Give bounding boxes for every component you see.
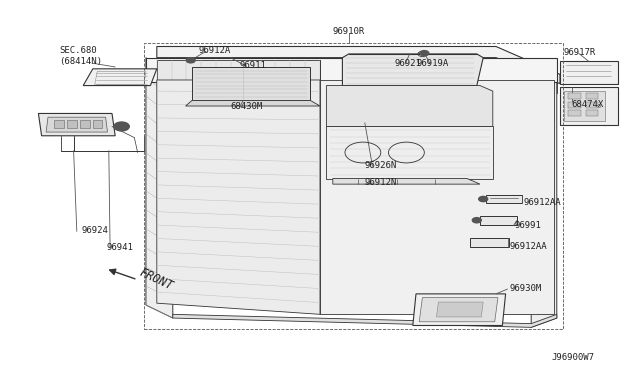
Text: 96930M: 96930M [509,284,541,293]
Text: o: o [596,103,600,109]
Polygon shape [436,302,483,317]
Bar [586,102,598,108]
Polygon shape [342,54,483,86]
Polygon shape [326,86,493,126]
Polygon shape [173,82,557,93]
Text: 96912N: 96912N [365,178,397,187]
Circle shape [479,196,488,202]
Bar [80,120,90,128]
Bar [568,93,581,99]
Text: 96924: 96924 [81,226,108,235]
Polygon shape [419,298,498,322]
Polygon shape [46,117,108,132]
Polygon shape [564,91,605,121]
Text: 96991: 96991 [515,221,541,230]
Polygon shape [333,179,480,184]
Text: 96926N: 96926N [365,161,397,170]
Text: 68474X: 68474X [572,100,604,109]
Polygon shape [173,314,557,327]
Text: (68414N): (68414N) [60,57,102,66]
Bar [54,120,64,128]
Polygon shape [157,60,320,80]
Text: 96910R: 96910R [333,27,365,36]
Polygon shape [146,58,173,318]
Polygon shape [480,216,517,225]
Circle shape [472,218,481,223]
Polygon shape [186,100,320,106]
Circle shape [420,51,429,56]
Polygon shape [560,61,618,84]
Bar [568,110,581,116]
Polygon shape [326,126,493,179]
Text: 96911: 96911 [239,61,266,70]
Text: 96921: 96921 [395,59,422,68]
Text: 96941: 96941 [107,243,134,252]
Polygon shape [38,113,115,136]
Polygon shape [146,58,557,82]
Polygon shape [192,67,310,100]
Polygon shape [470,238,509,247]
Circle shape [114,122,129,131]
Text: FRONT: FRONT [138,266,175,292]
Text: 96912A: 96912A [198,46,230,55]
Text: J96900W7: J96900W7 [551,353,595,362]
Polygon shape [83,69,157,86]
Polygon shape [413,294,506,326]
Bar [67,120,77,128]
Text: 68430M: 68430M [230,102,262,110]
Bar [586,110,598,116]
Circle shape [186,58,195,63]
Bar [586,93,598,99]
Text: 96912AA: 96912AA [509,242,547,251]
Text: SEC.680: SEC.680 [60,46,97,55]
Polygon shape [560,87,618,125]
Text: 96919A: 96919A [417,59,449,68]
Polygon shape [531,82,557,327]
Polygon shape [486,195,522,203]
Text: 96917R: 96917R [563,48,595,57]
Bar [93,120,102,128]
Bar [568,102,581,108]
Polygon shape [320,80,554,314]
Polygon shape [157,80,320,314]
Text: 96912AA: 96912AA [524,198,561,207]
Polygon shape [157,46,560,84]
